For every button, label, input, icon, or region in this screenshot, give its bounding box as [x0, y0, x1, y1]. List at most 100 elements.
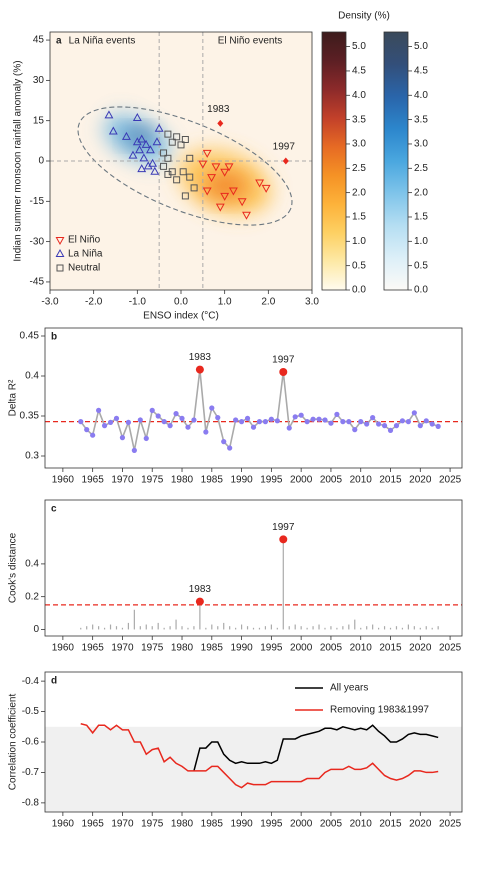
point — [250, 424, 257, 430]
shaded-region — [45, 726, 462, 812]
colorbar — [321, 31, 347, 291]
x-tick-label: 1990 — [230, 643, 253, 654]
colorbar-tick-label: 2.0 — [414, 187, 428, 198]
point — [262, 419, 269, 425]
y-tick-label: -30 — [30, 236, 45, 247]
x-tick-label: 2020 — [409, 475, 432, 486]
highlight-point — [195, 597, 204, 606]
x-tick-label: 2025 — [439, 475, 462, 486]
colorbar-tick-label: 2.5 — [352, 163, 366, 174]
highlight-label: 1997 — [273, 142, 296, 153]
point — [164, 130, 172, 138]
x-tick-label: 2015 — [379, 643, 402, 654]
colorbar-tick-label: 1.0 — [352, 236, 366, 247]
point — [173, 133, 181, 141]
point — [181, 192, 189, 200]
point — [90, 432, 96, 438]
x-tick-label: 1965 — [82, 643, 105, 654]
y-axis-label: Cook's distance — [8, 532, 19, 603]
x-tick-label: 1965 — [82, 475, 105, 486]
point — [215, 203, 225, 212]
y-tick-label: 0.4 — [25, 371, 39, 382]
point — [185, 424, 191, 430]
y-tick-label: 0.35 — [20, 411, 40, 422]
point — [143, 435, 149, 441]
legend-label: All years — [330, 683, 368, 694]
point — [238, 419, 245, 425]
point — [152, 137, 162, 146]
point — [224, 163, 234, 172]
x-tick-label: 2000 — [290, 643, 313, 654]
highlight-point — [279, 368, 288, 376]
y-tick-label: 0.2 — [25, 591, 39, 602]
point — [177, 141, 185, 149]
x-tick-label: 2000 — [290, 475, 313, 486]
point — [364, 421, 370, 427]
x-tick-label: 1985 — [201, 819, 224, 830]
point — [237, 198, 247, 207]
x-tick-label: -2.0 — [85, 297, 103, 308]
point — [228, 187, 238, 196]
plot-frame — [44, 327, 463, 469]
y-tick-label: 45 — [33, 35, 45, 46]
point — [346, 419, 352, 425]
point — [191, 417, 197, 423]
point — [435, 423, 441, 429]
x-tick-label: 2020 — [409, 819, 432, 830]
colorbar-tick-label: 0.0 — [352, 285, 366, 296]
x-tick-label: 1985 — [201, 475, 224, 486]
point — [292, 414, 298, 420]
x-tick-label: 1975 — [141, 475, 164, 486]
point — [164, 154, 172, 162]
point — [211, 163, 221, 172]
y-tick-label: 30 — [33, 75, 45, 86]
y-axis-label: Correlation coefficient — [8, 694, 19, 791]
y-tick-label: -0.8 — [22, 798, 40, 809]
point — [96, 407, 102, 413]
point — [143, 161, 153, 170]
point — [417, 423, 423, 429]
point — [274, 418, 280, 424]
colorbar-tick-label: 4.0 — [414, 90, 428, 101]
y-tick-label: 0.3 — [25, 451, 39, 462]
y-tick-label: -15 — [30, 196, 45, 207]
point — [145, 145, 155, 154]
point — [429, 421, 435, 427]
point — [190, 184, 198, 192]
highlight-label: 1997 — [272, 522, 295, 533]
point — [340, 419, 346, 425]
y-tick-label: -0.6 — [22, 737, 40, 748]
plot-frame — [44, 671, 463, 813]
colorbar-tick-label: 3.5 — [414, 114, 428, 125]
point — [173, 176, 181, 184]
point — [202, 149, 212, 158]
x-tick-label: 2020 — [409, 643, 432, 654]
point — [215, 415, 221, 421]
point — [244, 415, 251, 421]
point — [137, 164, 147, 173]
x-tick-label: 1995 — [260, 475, 283, 486]
colorbar-tick-label: 4.5 — [352, 66, 366, 77]
highlight-point — [217, 119, 224, 127]
x-tick-label: 1970 — [111, 475, 134, 486]
x-tick-label: 1975 — [141, 819, 164, 830]
y-tick-label: 0 — [33, 624, 39, 635]
point — [261, 184, 271, 193]
point — [84, 427, 90, 433]
colorbar-tick-label: 3.0 — [352, 139, 366, 150]
plot-frame — [44, 499, 463, 637]
colorbar-tick-label: 2.5 — [414, 163, 428, 174]
ellipse-outline — [77, 106, 293, 226]
point — [186, 173, 194, 181]
point — [411, 410, 417, 416]
x-tick-label: 1990 — [230, 819, 253, 830]
point — [131, 447, 137, 453]
line — [80, 723, 439, 789]
point — [203, 429, 209, 435]
legend-label: El Niño — [68, 235, 101, 246]
point — [164, 170, 172, 178]
point — [328, 420, 334, 426]
colorbar-tick-label: 5.0 — [414, 41, 428, 52]
legend-label: La Niña — [68, 249, 103, 260]
